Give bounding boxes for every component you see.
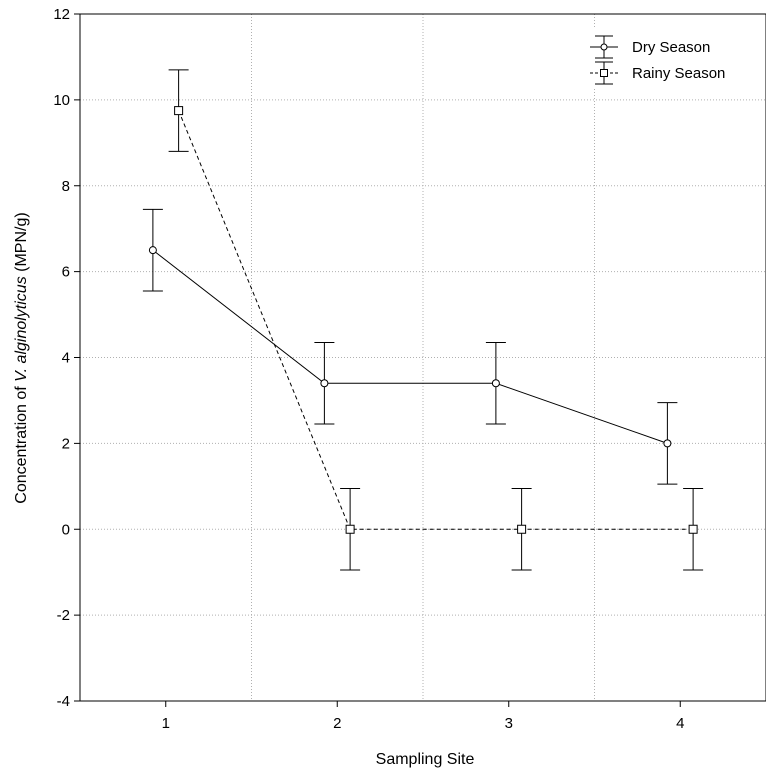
- y-axis-label-species: V. alginolyticus: [13, 276, 30, 382]
- data-point-1-3: [688, 524, 698, 534]
- x-tick-label-1: 2: [333, 715, 341, 732]
- x-tick-label-0: 1: [162, 715, 170, 732]
- y-tick-label-6: 8: [62, 178, 70, 195]
- legend-marker-1: [600, 69, 608, 77]
- data-series: [142, 69, 704, 571]
- y-axis-label-suffix: (MPN/g): [13, 212, 30, 276]
- data-point-0-1: [320, 379, 329, 388]
- legend-item-0: Dry Season: [590, 35, 710, 59]
- y-tick-label-3: 2: [62, 435, 70, 452]
- legend-marker-0: [600, 43, 608, 51]
- y-tick-label-5: 6: [62, 264, 70, 281]
- legend-label-1: Rainy Season: [632, 65, 725, 82]
- data-point-0-2: [491, 379, 500, 388]
- x-tick-label-2: 3: [505, 715, 513, 732]
- y-tick-label-8: 12: [53, 6, 70, 23]
- data-point-1-1: [345, 524, 355, 534]
- y-axis-ticks: -4 -2 0 2 4 6 8 10 12: [53, 6, 80, 710]
- y-tick-label-7: 10: [53, 92, 70, 109]
- series-line-1: [178, 110, 694, 530]
- y-tick-label-2: 0: [62, 521, 70, 538]
- data-point-1-2: [517, 524, 527, 534]
- y-axis-label-prefix: Concentration of: [13, 382, 30, 504]
- data-point-1-0: [174, 106, 184, 116]
- x-axis-ticks: 1 2 3 4: [162, 701, 684, 732]
- legend-item-1: Rainy Season: [590, 61, 725, 85]
- y-tick-label-4: 4: [62, 350, 70, 367]
- series-rainy-season: [168, 69, 704, 571]
- legend: Dry Season Rainy Season: [588, 28, 760, 88]
- y-tick-label-0: -4: [57, 693, 70, 710]
- data-point-0-3: [663, 439, 672, 448]
- x-tick-label-3: 4: [676, 715, 684, 732]
- data-point-0-0: [148, 246, 157, 255]
- y-tick-label-1: -2: [57, 607, 70, 624]
- x-axis-label: Sampling Site: [376, 751, 475, 768]
- y-axis-label: Concentration of V. alginolyticus (MPN/g…: [13, 212, 30, 503]
- legend-label-0: Dry Season: [632, 39, 710, 56]
- series-line-0: [152, 249, 668, 444]
- series-dry-season: [142, 208, 678, 485]
- legend-background: [588, 28, 760, 88]
